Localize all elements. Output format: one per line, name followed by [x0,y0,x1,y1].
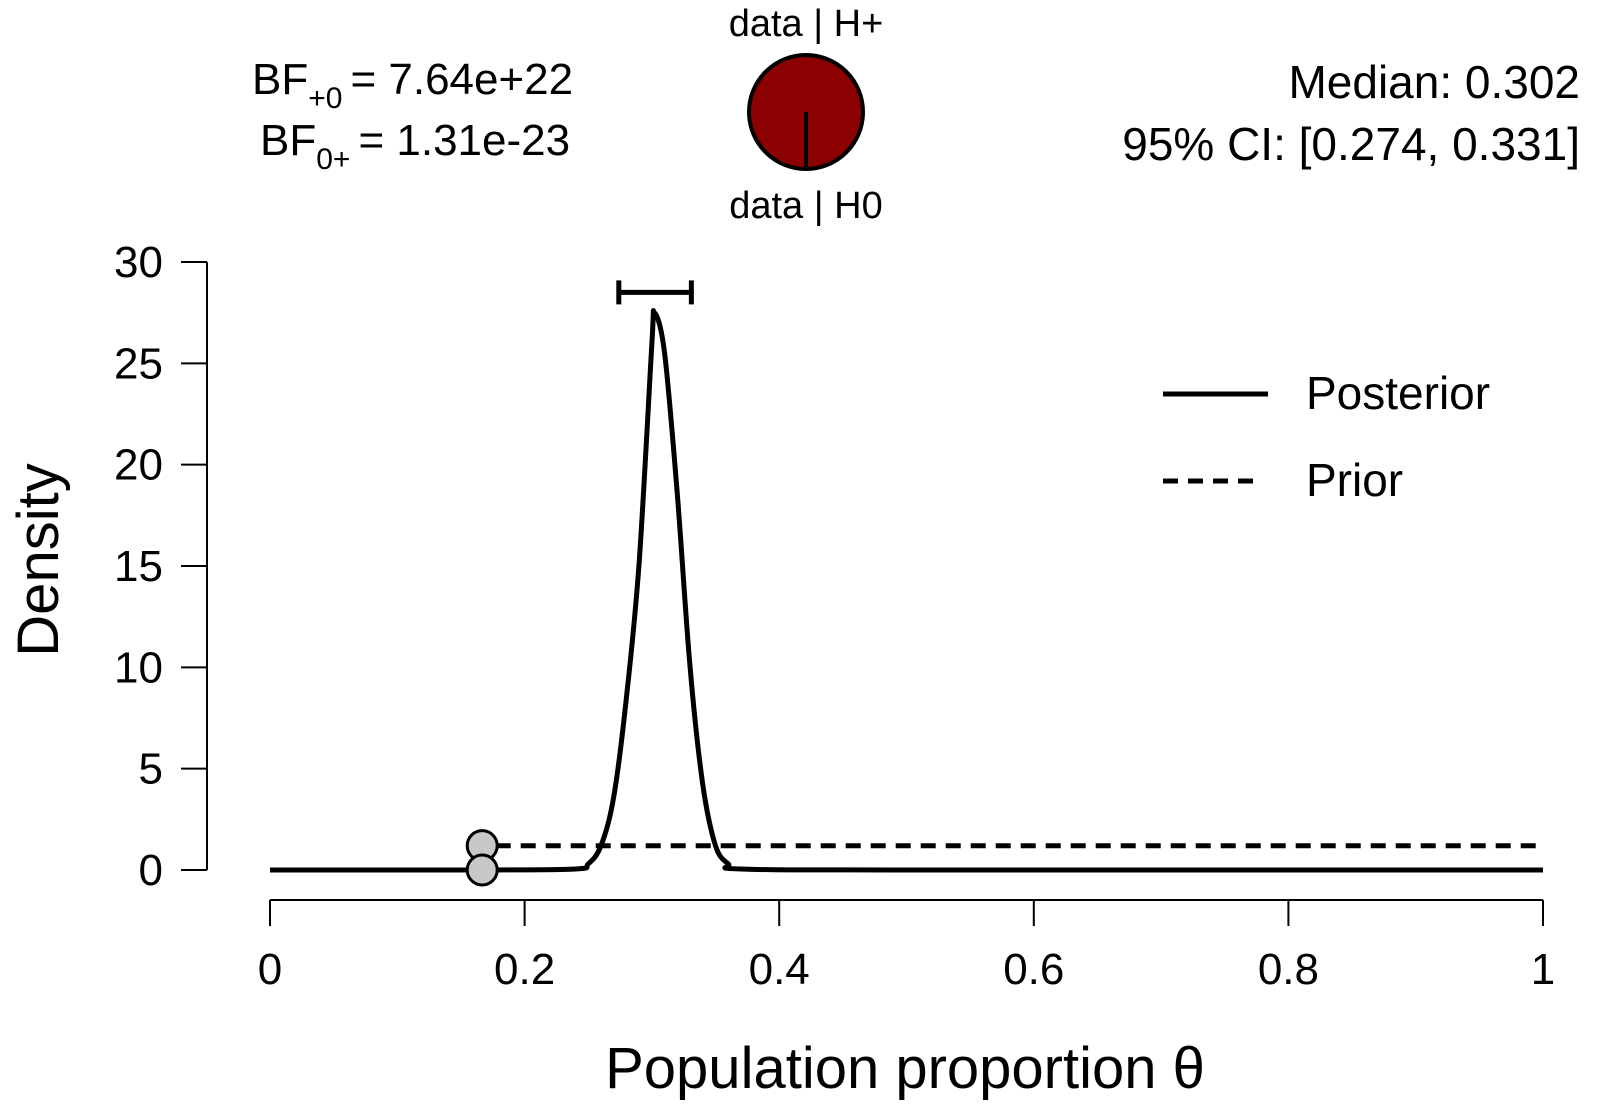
y-tick-label: 5 [139,745,163,794]
y-tick-label: 25 [114,339,163,388]
series-layer [270,308,1543,873]
bf01-label: BF0+ = 1.31e-23 [260,116,570,176]
x-tick-label: 0.4 [749,945,810,994]
bf-pie-chart [747,53,865,171]
bf10-label: BF+0 = 7.64e+22 [252,55,573,115]
x-tick-label: 0.8 [1258,945,1319,994]
y-axis-title: Density [6,463,71,656]
y-tick-label: 30 [114,238,163,287]
pie-bottom-label: data | H0 [729,185,883,227]
y-tick-label: 0 [139,846,163,895]
credible-interval-bar [616,280,694,305]
legend-prior-label: Prior [1306,454,1403,506]
x-tick-label: 0 [258,945,282,994]
median-label: Median: 0.302 [1288,56,1580,108]
x-axis: 0 0.2 0.4 0.6 0.8 1 [258,899,1555,994]
point-markers [465,829,499,887]
x-tick-label: 1 [1531,945,1555,994]
x-tick-label: 0.6 [1003,945,1064,994]
legend-posterior-label: Posterior [1306,367,1490,419]
y-tick-label: 20 [114,441,163,490]
ci-label: 95% CI: [0.274, 0.331] [1122,118,1580,170]
series-prior-line [270,843,1543,873]
y-tick-label: 10 [114,643,163,692]
x-axis-title: Population proportion θ [605,1036,1205,1101]
y-tick-label: 15 [114,542,163,591]
density-point [465,853,499,887]
pie-top-label: data | H+ [729,3,884,45]
series-posterior-line [270,308,1543,873]
x-tick-label: 0.2 [494,945,555,994]
legend: Posterior Prior [1163,367,1490,506]
y-axis: 0 5 10 15 20 25 30 [114,238,208,895]
